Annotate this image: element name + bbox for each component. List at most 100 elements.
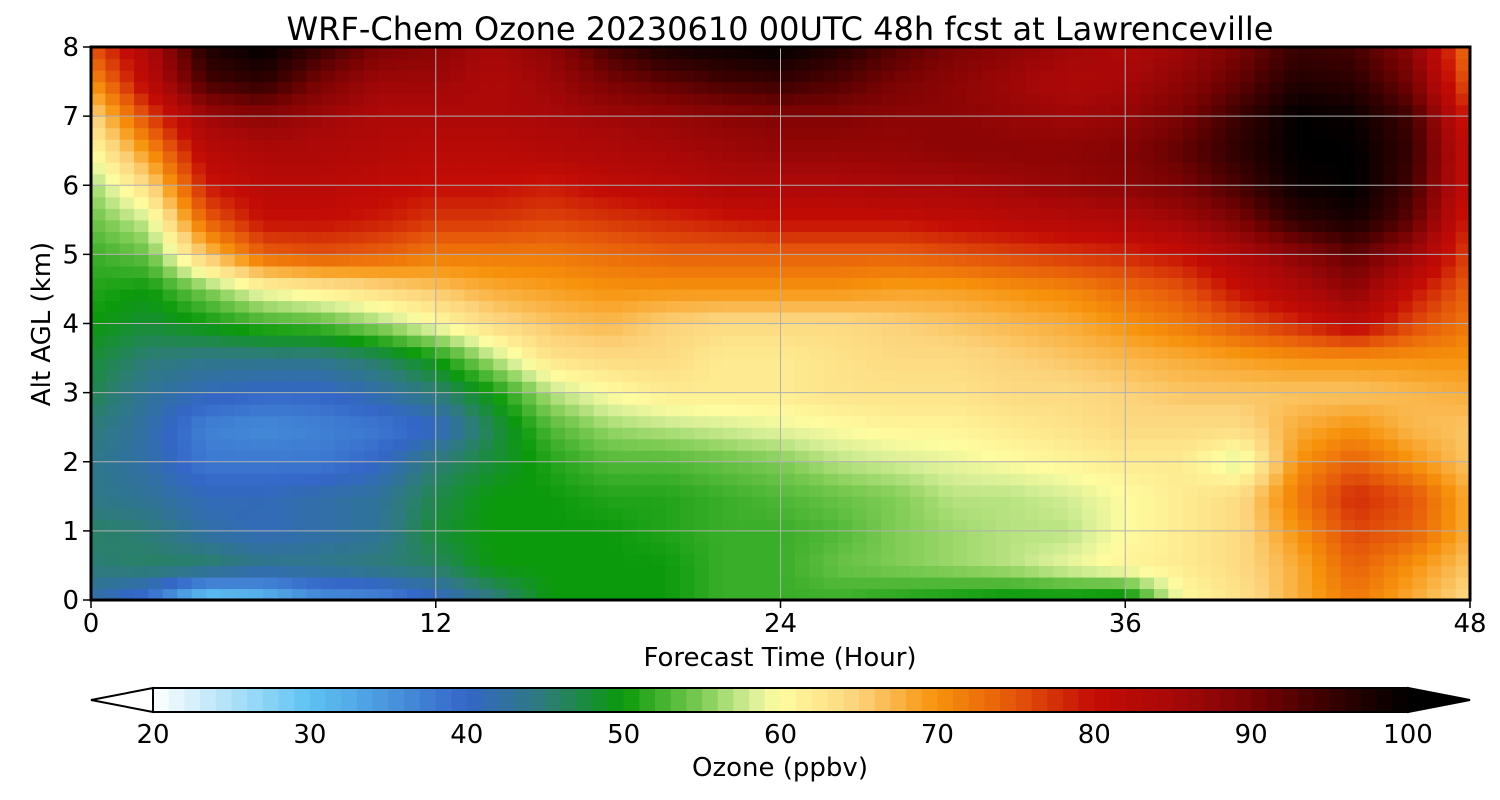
heatmap-cell (119, 150, 135, 163)
heatmap-cell (1039, 173, 1055, 186)
heatmap-cell (622, 104, 638, 117)
heatmap-cell (852, 484, 868, 497)
heatmap-cell (1297, 553, 1313, 567)
heatmap-cell (737, 588, 753, 600)
heatmap-cell (1283, 369, 1299, 382)
heatmap-cell (1268, 173, 1284, 186)
heatmap-cell (1010, 173, 1026, 186)
heatmap-cell (1197, 507, 1213, 520)
heatmap-cell (363, 461, 379, 474)
heatmap-cell (335, 565, 351, 578)
heatmap-cell (177, 438, 193, 451)
heatmap-cell (1082, 404, 1098, 417)
heatmap-cell (1355, 185, 1371, 198)
heatmap-cell (651, 70, 667, 83)
heatmap-cell (608, 588, 624, 600)
heatmap-cell (1426, 231, 1442, 244)
heatmap-cell (608, 288, 624, 302)
heatmap-cell (938, 427, 954, 440)
heatmap-cell (478, 542, 494, 555)
heatmap-cell (809, 404, 825, 417)
heatmap-cell (565, 127, 580, 140)
heatmap-cell (349, 461, 365, 474)
heatmap-cell (292, 47, 308, 60)
heatmap-cell (1211, 404, 1227, 417)
heatmap-cell (1268, 542, 1284, 555)
heatmap-cell (565, 277, 580, 290)
heatmap-cell (306, 553, 322, 567)
heatmap-cell (794, 150, 810, 163)
heatmap-cell (335, 404, 351, 417)
heatmap-cell (363, 58, 379, 71)
heatmap-cell (809, 196, 825, 209)
heatmap-cell (1082, 127, 1098, 140)
heatmap-cell (1355, 507, 1371, 520)
heatmap-cell (751, 369, 767, 382)
heatmap-cell (1283, 461, 1299, 474)
heatmap-cell (579, 139, 595, 152)
heatmap-cell (1412, 254, 1428, 267)
heatmap-cell (105, 300, 121, 313)
heatmap-cell (493, 300, 509, 313)
heatmap-cell (220, 461, 236, 474)
heatmap-cell (378, 300, 394, 313)
heatmap-cell (1268, 496, 1284, 509)
heatmap-cell (521, 484, 537, 497)
heatmap-cell (407, 265, 422, 279)
heatmap-cell (1326, 404, 1342, 417)
heatmap-cell (608, 542, 624, 555)
heatmap-cell (1268, 127, 1284, 140)
heatmap-cell (837, 185, 853, 198)
heatmap-cell (392, 381, 408, 394)
heatmap-cell (1340, 461, 1356, 474)
heatmap-cell (565, 484, 580, 497)
heatmap-cell (1225, 358, 1241, 371)
heatmap-cell (1326, 288, 1342, 302)
heatmap-cell (708, 358, 724, 371)
heatmap-cell (952, 47, 968, 60)
heatmap-cell (1369, 553, 1385, 567)
heatmap-cell (967, 542, 983, 555)
heatmap-cell (1225, 588, 1241, 600)
heatmap-cell (177, 208, 193, 221)
heatmap-cell (952, 300, 968, 313)
heatmap-cell (622, 588, 638, 600)
colorbar-segment (906, 688, 923, 712)
heatmap-cell (177, 588, 193, 600)
heatmap-cell (981, 277, 997, 290)
heatmap-cell (162, 450, 178, 463)
heatmap-cell (1039, 484, 1055, 497)
heatmap-cell (148, 346, 164, 359)
heatmap-cell (1426, 70, 1442, 83)
heatmap-cell (1168, 208, 1184, 221)
heatmap-cell (723, 496, 739, 509)
heatmap-cell (766, 81, 782, 94)
heatmap-cell (306, 70, 322, 83)
heatmap-cell (306, 139, 322, 152)
heatmap-cell (708, 588, 724, 600)
heatmap-cell (1197, 116, 1213, 129)
heatmap-cell (952, 496, 968, 509)
heatmap-cell (1412, 415, 1428, 428)
heatmap-cell (1340, 438, 1356, 451)
heatmap-cell (1369, 185, 1385, 198)
heatmap-cell (952, 323, 968, 336)
heatmap-cell (1225, 346, 1241, 359)
heatmap-cell (1197, 473, 1213, 486)
heatmap-cell (1039, 507, 1055, 520)
heatmap-cell (651, 311, 667, 325)
heatmap-cell (737, 70, 753, 83)
heatmap-cell (967, 507, 983, 520)
heatmap-cell (1426, 530, 1442, 543)
heatmap-cell (1383, 185, 1399, 198)
heatmap-cell (1455, 139, 1470, 152)
heatmap-cell (995, 404, 1011, 417)
heatmap-cell (507, 381, 523, 394)
heatmap-cell (1182, 323, 1198, 336)
heatmap-cell (952, 335, 968, 348)
heatmap-cell (1010, 300, 1026, 313)
heatmap-cell (1039, 162, 1055, 175)
heatmap-cell (378, 58, 394, 71)
heatmap-cell (493, 507, 509, 520)
heatmap-cell (349, 254, 365, 267)
